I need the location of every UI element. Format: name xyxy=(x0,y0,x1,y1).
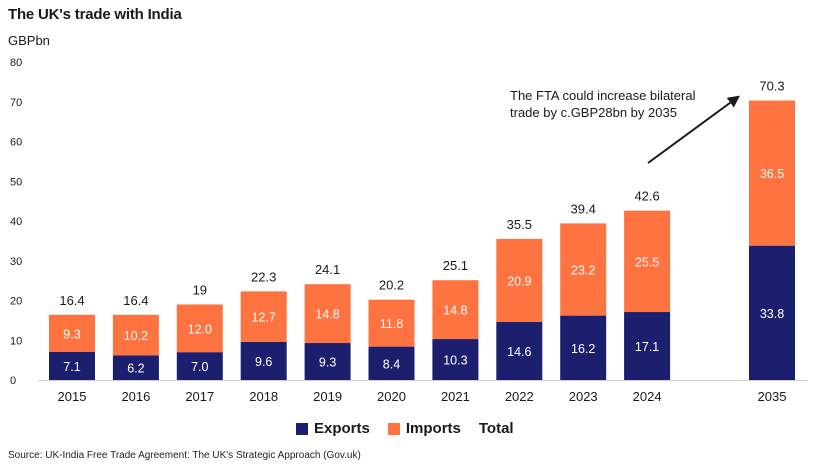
bar-imports-2024 xyxy=(624,210,671,313)
data-label-imports: 14.8 xyxy=(443,304,467,318)
legend-swatch-imports xyxy=(387,422,400,435)
y-tick-label: 20 xyxy=(10,296,22,308)
data-label-total: 16.4 xyxy=(59,293,84,308)
bar-exports-2016 xyxy=(112,355,159,380)
bar-exports-2023 xyxy=(560,315,607,380)
y-tick-label: 40 xyxy=(10,216,22,228)
annotation-text-line: The FTA could increase bilateral xyxy=(510,88,696,103)
y-axis-unit-label: GBPbn xyxy=(8,33,50,48)
bar-exports-2035 xyxy=(749,245,795,380)
chart-title: The UK's trade with India xyxy=(8,6,182,23)
legend-label-total: Total xyxy=(478,420,514,437)
data-label-total: 42.6 xyxy=(634,189,659,204)
y-tick-label: 30 xyxy=(10,256,22,268)
legend-label-imports: Imports xyxy=(405,420,461,437)
bar-imports-2019 xyxy=(304,284,351,344)
bar-exports-2019 xyxy=(304,343,351,380)
bar-imports-2017 xyxy=(176,304,223,353)
x-tick-label: 2021 xyxy=(441,389,470,404)
data-label-exports: 7.0 xyxy=(191,360,208,374)
legend-swatch-exports xyxy=(296,422,308,435)
x-tick-label: 2035 xyxy=(758,389,787,404)
data-label-total: 24.1 xyxy=(315,262,340,277)
data-label-total: 20.2 xyxy=(379,278,404,293)
data-label-exports: 8.4 xyxy=(383,357,400,371)
x-tick-label: 2019 xyxy=(313,389,342,404)
x-tick-label: 2018 xyxy=(249,389,278,404)
data-label-total: 22.3 xyxy=(251,269,276,284)
bar-exports-2022 xyxy=(496,321,543,380)
y-tick-label: 70 xyxy=(10,97,22,109)
bar-exports-2018 xyxy=(240,341,287,380)
source-note: Source: UK-India Free Trade Agreement: T… xyxy=(8,450,361,461)
legend-item-total: Total xyxy=(479,420,514,437)
data-label-exports: 14.6 xyxy=(507,345,531,359)
data-label-total: 35.5 xyxy=(507,217,532,232)
bar-imports-2021 xyxy=(432,280,479,340)
bar-exports-2017 xyxy=(176,352,223,380)
bar-imports-2035 xyxy=(749,100,795,246)
data-label-exports: 9.3 xyxy=(319,356,336,370)
y-tick-label: 60 xyxy=(10,137,22,149)
data-label-imports: 36.5 xyxy=(760,167,784,181)
data-label-exports: 6.2 xyxy=(127,362,144,376)
y-tick-label: 50 xyxy=(10,176,22,188)
y-tick-label: 10 xyxy=(10,335,22,347)
annotation-arrow xyxy=(647,95,740,164)
bar-imports-2015 xyxy=(49,314,95,352)
annotation-text-line: trade by c.GBP28bn by 2035 xyxy=(510,105,677,120)
data-label-exports: 16.2 xyxy=(571,342,595,356)
data-label-imports: 20.9 xyxy=(507,274,531,288)
data-label-imports: 23.2 xyxy=(571,263,595,277)
data-label-exports: 10.3 xyxy=(443,354,467,368)
bar-exports-2020 xyxy=(368,346,415,380)
data-label-total: 39.4 xyxy=(571,201,596,216)
bar-imports-2023 xyxy=(560,223,607,316)
data-label-exports: 17.1 xyxy=(635,340,659,354)
data-label-total: 19 xyxy=(193,282,207,297)
data-label-imports: 14.8 xyxy=(315,308,339,322)
legend-item-imports: Imports xyxy=(387,420,461,437)
data-label-imports: 25.5 xyxy=(635,255,659,269)
data-label-total: 25.1 xyxy=(443,258,468,273)
bar-exports-2015 xyxy=(49,351,95,380)
data-label-exports: 7.1 xyxy=(63,360,80,374)
data-label-exports: 33.8 xyxy=(760,307,784,321)
data-label-imports: 10.2 xyxy=(124,329,148,343)
bar-imports-2020 xyxy=(368,299,415,347)
data-label-imports: 11.8 xyxy=(380,317,403,331)
data-label-total: 70.3 xyxy=(759,79,784,94)
x-tick-label: 2015 xyxy=(58,389,87,404)
y-tick-label: 0 xyxy=(10,375,16,387)
x-tick-label: 2016 xyxy=(121,389,150,404)
data-label-imports: 12.0 xyxy=(188,322,212,336)
bar-exports-2021 xyxy=(432,339,479,380)
bar-imports-2018 xyxy=(240,291,287,342)
x-tick-label: 2022 xyxy=(505,389,534,404)
legend-item-exports: Exports xyxy=(296,420,370,437)
bar-exports-2024 xyxy=(624,312,671,380)
legend-label-exports: Exports xyxy=(314,420,370,437)
data-label-imports: 12.7 xyxy=(252,311,276,325)
data-label-total: 16.4 xyxy=(123,293,148,308)
x-tick-label: 2024 xyxy=(633,389,662,404)
bar-imports-2016 xyxy=(112,314,159,356)
legend: Exports Imports Total xyxy=(296,420,514,437)
x-tick-label: 2020 xyxy=(377,389,406,404)
x-tick-label: 2017 xyxy=(185,389,214,404)
bar-imports-2022 xyxy=(496,238,543,322)
data-label-imports: 9.3 xyxy=(63,327,80,341)
y-tick-label: 80 xyxy=(10,57,22,69)
data-label-exports: 9.6 xyxy=(255,355,272,369)
x-tick-label: 2023 xyxy=(569,389,598,404)
